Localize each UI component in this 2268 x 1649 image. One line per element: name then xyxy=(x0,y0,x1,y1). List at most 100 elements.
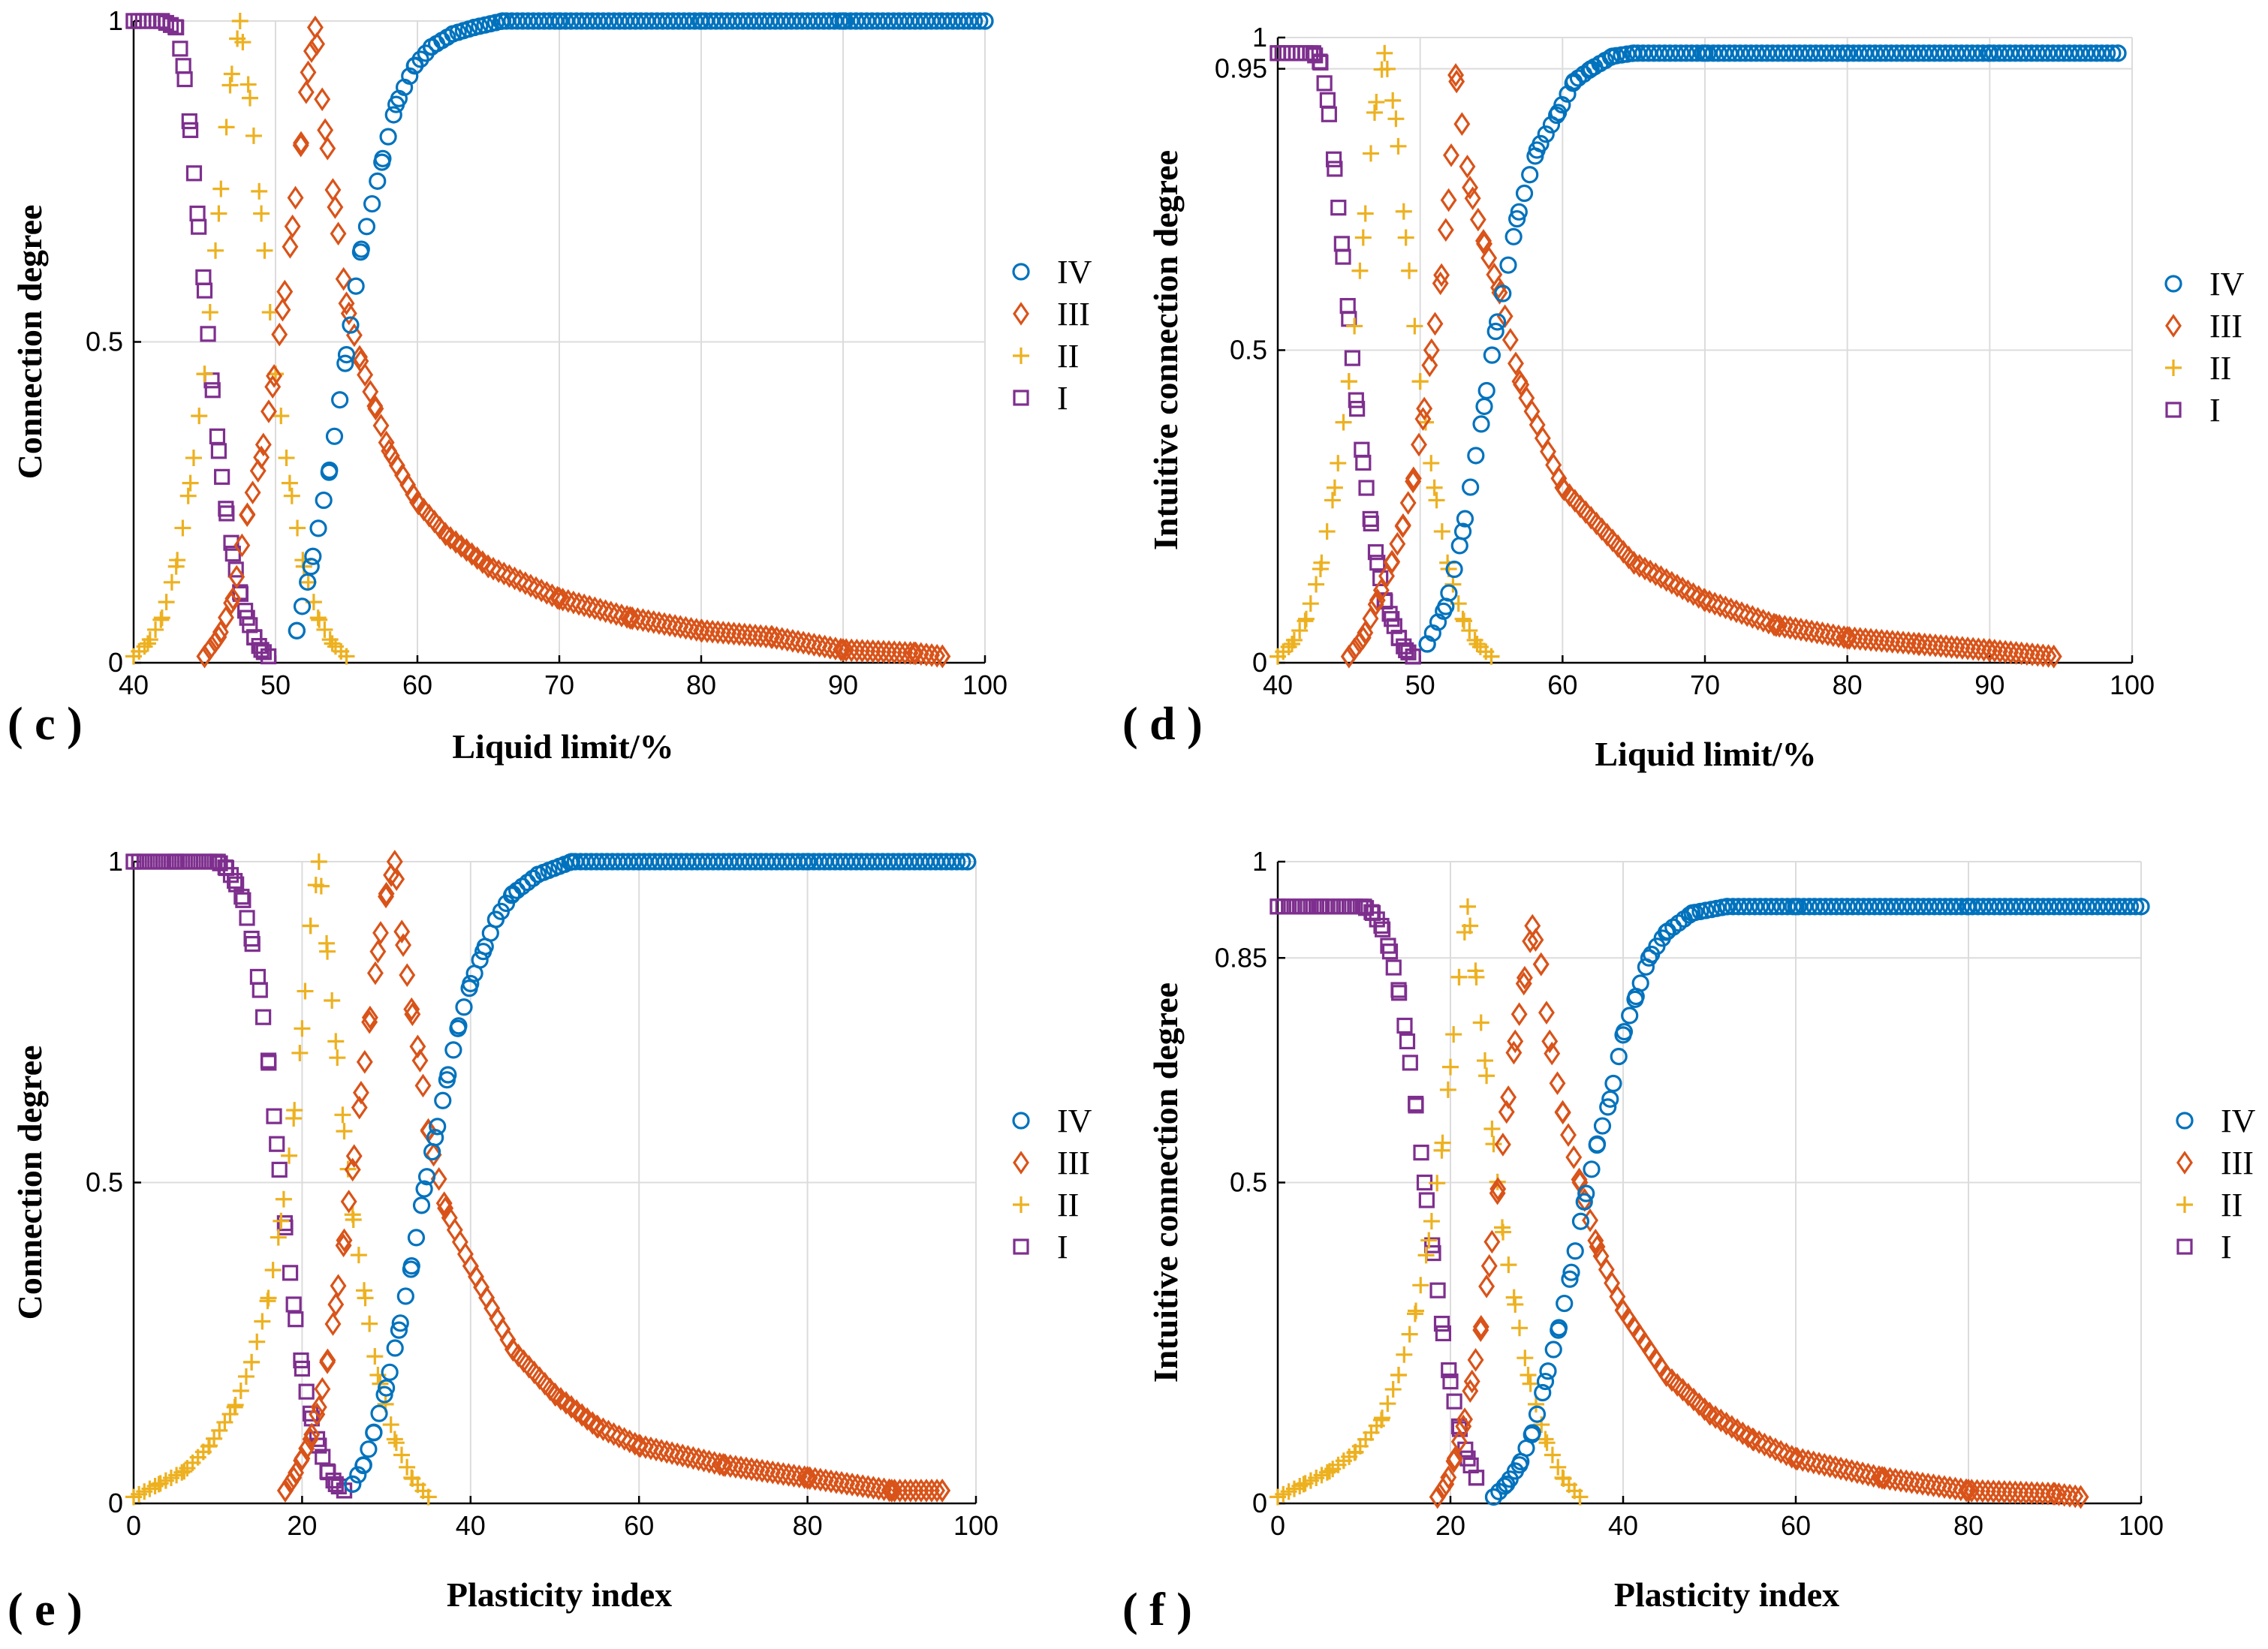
data-point xyxy=(1809,620,1826,645)
data-point xyxy=(218,605,234,630)
data-point xyxy=(451,1229,468,1254)
data-point xyxy=(1330,455,1347,472)
data-point xyxy=(200,326,216,342)
data-point xyxy=(1925,1473,1942,1497)
data-point xyxy=(1349,401,1366,417)
data-point xyxy=(221,1406,239,1423)
legend-label-III: III xyxy=(1057,1145,1090,1181)
data-point xyxy=(1980,898,1998,916)
data-point xyxy=(934,644,951,669)
data-point xyxy=(1478,1067,1495,1085)
data-point xyxy=(1374,1410,1391,1427)
data-point xyxy=(1348,392,1364,408)
data-point xyxy=(1844,898,1862,916)
data-point xyxy=(1974,898,1992,916)
data-point xyxy=(1408,1095,1424,1112)
data-point xyxy=(2023,1481,2041,1505)
chart-panel-2: 0 20 40 60 80 100 0 0.5 1 Plasticity index Connect… xyxy=(8,846,1092,1635)
data-point xyxy=(407,1229,426,1247)
data-point xyxy=(748,1458,766,1482)
data-point xyxy=(544,583,561,607)
data-point xyxy=(1866,898,1884,916)
data-point xyxy=(244,936,261,952)
data-point xyxy=(1745,1428,1762,1452)
data-point xyxy=(725,621,742,646)
data-point xyxy=(366,961,384,985)
data-point xyxy=(1462,176,1478,200)
data-point xyxy=(2099,898,2118,916)
data-point xyxy=(1536,1372,1555,1391)
data-point xyxy=(233,533,251,558)
data-point xyxy=(232,1382,249,1399)
data-point xyxy=(249,968,267,985)
data-point xyxy=(167,19,184,35)
data-point xyxy=(237,1368,255,1385)
data-point xyxy=(1429,1485,1446,1509)
data-point xyxy=(1876,1466,1893,1491)
data-point xyxy=(1887,898,1905,916)
data-point xyxy=(1559,85,1577,103)
data-point xyxy=(369,939,387,964)
data-point xyxy=(319,1348,336,1373)
data-point xyxy=(1426,479,1443,496)
series-III xyxy=(196,15,951,669)
x-axis-label: Plasticity index xyxy=(447,1575,672,1614)
x-tick-label: 100 xyxy=(2110,670,2155,700)
data-point xyxy=(559,588,577,613)
data-point xyxy=(1489,1181,1506,1205)
data-point xyxy=(1433,263,1450,287)
data-point xyxy=(1423,1213,1440,1230)
data-point xyxy=(605,1422,622,1446)
data-point xyxy=(791,1464,808,1488)
data-point xyxy=(886,640,903,664)
data-point xyxy=(1745,898,1763,916)
data-point xyxy=(1351,262,1369,279)
data-point xyxy=(1827,1455,1844,1479)
data-point xyxy=(1446,1393,1462,1410)
data-point xyxy=(179,487,197,504)
data-point xyxy=(1892,1468,1909,1493)
data-point xyxy=(271,322,288,347)
data-point xyxy=(1838,1458,1855,1482)
data-point xyxy=(1522,1375,1539,1392)
data-point xyxy=(1351,630,1369,654)
data-point xyxy=(2001,898,2020,916)
data-point xyxy=(621,1429,638,1454)
data-point xyxy=(317,118,334,143)
data-point xyxy=(2045,1482,2062,1506)
data-point xyxy=(1433,1315,1450,1332)
x-tick-label: 0 xyxy=(1270,1510,1285,1541)
data-point xyxy=(849,1473,866,1497)
data-point xyxy=(1443,143,1459,167)
data-point xyxy=(2045,644,2062,669)
legend-label-I: I xyxy=(2221,1229,2232,1265)
data-point xyxy=(196,282,213,299)
data-point xyxy=(399,963,416,987)
data-point xyxy=(210,443,227,459)
data-point xyxy=(354,1456,372,1475)
data-point xyxy=(1420,1232,1438,1249)
data-point xyxy=(1472,415,1490,433)
data-point xyxy=(1914,898,1932,916)
data-point xyxy=(1484,1488,1503,1506)
data-point xyxy=(342,316,360,334)
data-point xyxy=(1583,1160,1601,1178)
data-point xyxy=(1787,616,1804,641)
data-point xyxy=(517,571,534,595)
data-point xyxy=(2072,898,2090,916)
data-point xyxy=(848,638,866,663)
data-point xyxy=(672,615,689,639)
data-point xyxy=(1378,564,1395,588)
data-point xyxy=(336,1228,353,1253)
data-point xyxy=(181,113,197,130)
data-point xyxy=(1335,414,1352,431)
data-point xyxy=(175,58,191,74)
data-point xyxy=(1327,161,1343,177)
data-point xyxy=(495,561,513,585)
data-point xyxy=(283,487,300,504)
data-point xyxy=(2018,642,2035,666)
data-point xyxy=(1494,284,1512,302)
data-point xyxy=(336,1123,353,1140)
data-point xyxy=(1284,45,1300,62)
